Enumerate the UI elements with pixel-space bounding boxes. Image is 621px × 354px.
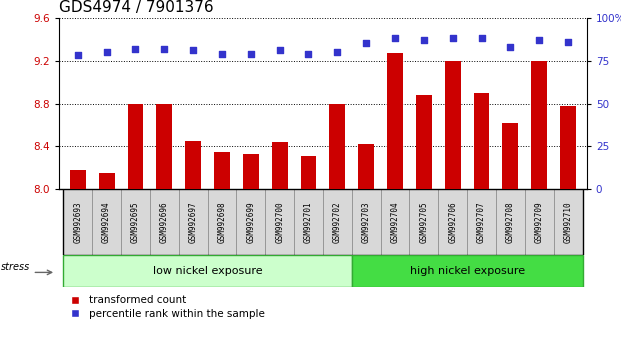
Text: GSM992693: GSM992693 — [73, 201, 82, 243]
Text: GSM992702: GSM992702 — [333, 201, 342, 243]
Point — [246, 51, 256, 57]
Text: GSM992703: GSM992703 — [361, 201, 371, 243]
FancyBboxPatch shape — [351, 189, 381, 255]
Text: GSM992709: GSM992709 — [535, 201, 544, 243]
Bar — [70, 170, 86, 189]
FancyBboxPatch shape — [351, 255, 582, 287]
Text: GSM992697: GSM992697 — [189, 201, 197, 243]
Point — [390, 35, 400, 41]
Text: GSM992706: GSM992706 — [448, 201, 457, 243]
Bar — [214, 152, 230, 189]
Bar — [502, 123, 519, 189]
Point — [73, 53, 83, 58]
Point — [160, 46, 170, 51]
FancyBboxPatch shape — [554, 189, 582, 255]
FancyBboxPatch shape — [381, 189, 409, 255]
FancyBboxPatch shape — [323, 189, 351, 255]
Bar — [416, 95, 432, 189]
Point — [419, 37, 429, 43]
FancyBboxPatch shape — [438, 189, 467, 255]
FancyBboxPatch shape — [467, 189, 496, 255]
Point — [130, 46, 140, 51]
Point — [102, 49, 112, 55]
Text: low nickel exposure: low nickel exposure — [153, 266, 262, 276]
Text: GSM992700: GSM992700 — [275, 201, 284, 243]
Text: GSM992695: GSM992695 — [131, 201, 140, 243]
Point — [188, 47, 198, 53]
FancyBboxPatch shape — [265, 189, 294, 255]
Point — [476, 35, 486, 41]
Text: GSM992698: GSM992698 — [217, 201, 227, 243]
Text: GSM992705: GSM992705 — [419, 201, 428, 243]
FancyBboxPatch shape — [63, 189, 92, 255]
Bar — [358, 144, 374, 189]
Bar — [474, 93, 489, 189]
Point — [332, 49, 342, 55]
Bar — [301, 156, 317, 189]
Point — [304, 51, 314, 57]
Text: stress: stress — [1, 262, 30, 272]
FancyBboxPatch shape — [525, 189, 554, 255]
Bar — [532, 61, 547, 189]
Text: GSM992707: GSM992707 — [477, 201, 486, 243]
Text: GSM992708: GSM992708 — [506, 201, 515, 243]
Point — [448, 35, 458, 41]
Bar — [329, 103, 345, 189]
Point — [505, 44, 515, 50]
Text: GSM992704: GSM992704 — [391, 201, 399, 243]
Bar — [445, 61, 461, 189]
Text: GSM992694: GSM992694 — [102, 201, 111, 243]
Point — [274, 47, 284, 53]
FancyBboxPatch shape — [409, 189, 438, 255]
Point — [563, 39, 573, 45]
Bar — [272, 142, 288, 189]
Legend: transformed count, percentile rank within the sample: transformed count, percentile rank withi… — [64, 296, 265, 319]
FancyBboxPatch shape — [179, 189, 207, 255]
Text: GSM992701: GSM992701 — [304, 201, 313, 243]
FancyBboxPatch shape — [121, 189, 150, 255]
Bar — [243, 154, 259, 189]
Text: GSM992696: GSM992696 — [160, 201, 169, 243]
Bar — [99, 173, 114, 189]
Bar — [127, 103, 143, 189]
Text: high nickel exposure: high nickel exposure — [410, 266, 525, 276]
FancyBboxPatch shape — [294, 189, 323, 255]
FancyBboxPatch shape — [237, 189, 265, 255]
FancyBboxPatch shape — [207, 189, 237, 255]
Text: GSM992710: GSM992710 — [564, 201, 573, 243]
FancyBboxPatch shape — [63, 255, 351, 287]
Bar — [387, 53, 403, 189]
FancyBboxPatch shape — [150, 189, 179, 255]
FancyBboxPatch shape — [92, 189, 121, 255]
Point — [534, 37, 544, 43]
Point — [217, 51, 227, 57]
Bar — [560, 106, 576, 189]
Text: GSM992699: GSM992699 — [247, 201, 255, 243]
Point — [361, 41, 371, 46]
FancyBboxPatch shape — [496, 189, 525, 255]
Bar — [156, 103, 172, 189]
Bar — [185, 141, 201, 189]
Text: GDS4974 / 7901376: GDS4974 / 7901376 — [59, 0, 214, 15]
